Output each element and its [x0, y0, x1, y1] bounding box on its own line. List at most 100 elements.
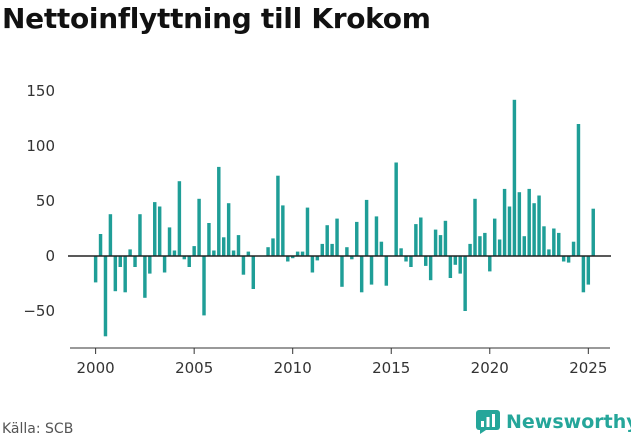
bar	[300, 251, 305, 256]
bar	[157, 206, 162, 256]
bar	[320, 243, 324, 256]
bar	[527, 188, 531, 256]
brand-logo[interactable]: Newsworthy	[476, 408, 631, 436]
bar	[231, 250, 236, 256]
bar	[113, 256, 118, 292]
bar	[246, 251, 251, 256]
bar	[290, 256, 295, 259]
bar	[340, 256, 344, 287]
bar	[138, 214, 142, 256]
y-tick-label: 150	[26, 82, 55, 100]
bar	[143, 256, 147, 298]
bar	[517, 192, 522, 256]
bar	[379, 241, 384, 256]
bar	[182, 256, 187, 260]
bar	[271, 238, 275, 256]
y-tick-label: −50	[23, 302, 55, 320]
brand-name: Newsworthy	[506, 411, 631, 433]
bar	[266, 247, 270, 256]
bar	[394, 162, 398, 256]
bar	[236, 235, 241, 256]
bar	[148, 256, 152, 274]
bar	[458, 256, 462, 274]
bar	[512, 99, 517, 256]
bar	[202, 256, 206, 316]
bar	[571, 241, 576, 256]
bar	[187, 256, 191, 267]
newsworthy-logo-icon	[476, 410, 500, 434]
bar	[325, 225, 329, 256]
bars	[93, 99, 595, 337]
bar	[374, 216, 379, 256]
bar	[355, 221, 359, 256]
bar	[424, 256, 428, 266]
chart-title: Nettoinflyttning till Krokom	[2, 2, 431, 35]
bar	[409, 256, 413, 267]
bar	[473, 198, 477, 256]
bar	[566, 256, 571, 263]
bar	[483, 232, 487, 256]
x-tick-label: 2010	[274, 359, 312, 377]
bar	[123, 256, 127, 293]
bar	[276, 175, 280, 256]
bar	[591, 208, 595, 256]
bar	[478, 236, 482, 256]
bar	[463, 256, 467, 311]
bar	[335, 218, 339, 256]
bar	[241, 256, 246, 275]
bar	[586, 256, 591, 285]
bar	[226, 203, 231, 256]
bar	[295, 251, 300, 256]
bar	[468, 243, 472, 256]
bar	[212, 250, 216, 256]
bar	[384, 256, 389, 286]
bar	[345, 247, 349, 256]
bar	[359, 256, 364, 293]
x-axis-ticks: 2000 2005 2010 2015 2020 2025	[77, 348, 607, 377]
bar	[507, 206, 512, 256]
bar	[443, 220, 448, 256]
bar	[428, 256, 433, 281]
bar	[310, 256, 315, 273]
y-tick-label: 50	[36, 192, 55, 210]
bar	[404, 256, 408, 262]
bar	[315, 256, 320, 261]
bar	[103, 256, 108, 337]
bar	[162, 256, 167, 273]
bar	[167, 227, 172, 256]
x-tick-label: 2025	[569, 359, 607, 377]
bar	[557, 232, 561, 256]
bar	[197, 198, 201, 256]
bar	[251, 256, 256, 289]
bar	[552, 228, 556, 256]
bar	[217, 166, 221, 256]
y-tick-label: 100	[26, 137, 55, 155]
bar	[581, 256, 586, 293]
bar	[399, 248, 403, 256]
bar	[118, 256, 122, 267]
bar	[153, 202, 157, 256]
bar	[522, 236, 526, 256]
bar	[542, 226, 546, 256]
bar	[576, 124, 581, 256]
y-tick-label: 0	[45, 247, 55, 265]
bar	[497, 239, 502, 256]
bar	[537, 195, 541, 256]
x-tick-label: 2005	[175, 359, 213, 377]
x-tick-label: 2020	[471, 359, 509, 377]
bar	[492, 218, 497, 256]
bar	[222, 237, 226, 256]
x-tick-label: 2015	[372, 359, 410, 377]
bar	[128, 249, 132, 256]
bar	[532, 203, 536, 256]
bar	[172, 250, 177, 256]
bar	[108, 214, 113, 256]
bar	[369, 256, 374, 285]
bar	[98, 234, 103, 256]
bar	[305, 207, 310, 256]
bar	[93, 256, 98, 283]
bar	[330, 243, 334, 256]
bar	[177, 181, 182, 256]
bar	[433, 229, 438, 256]
